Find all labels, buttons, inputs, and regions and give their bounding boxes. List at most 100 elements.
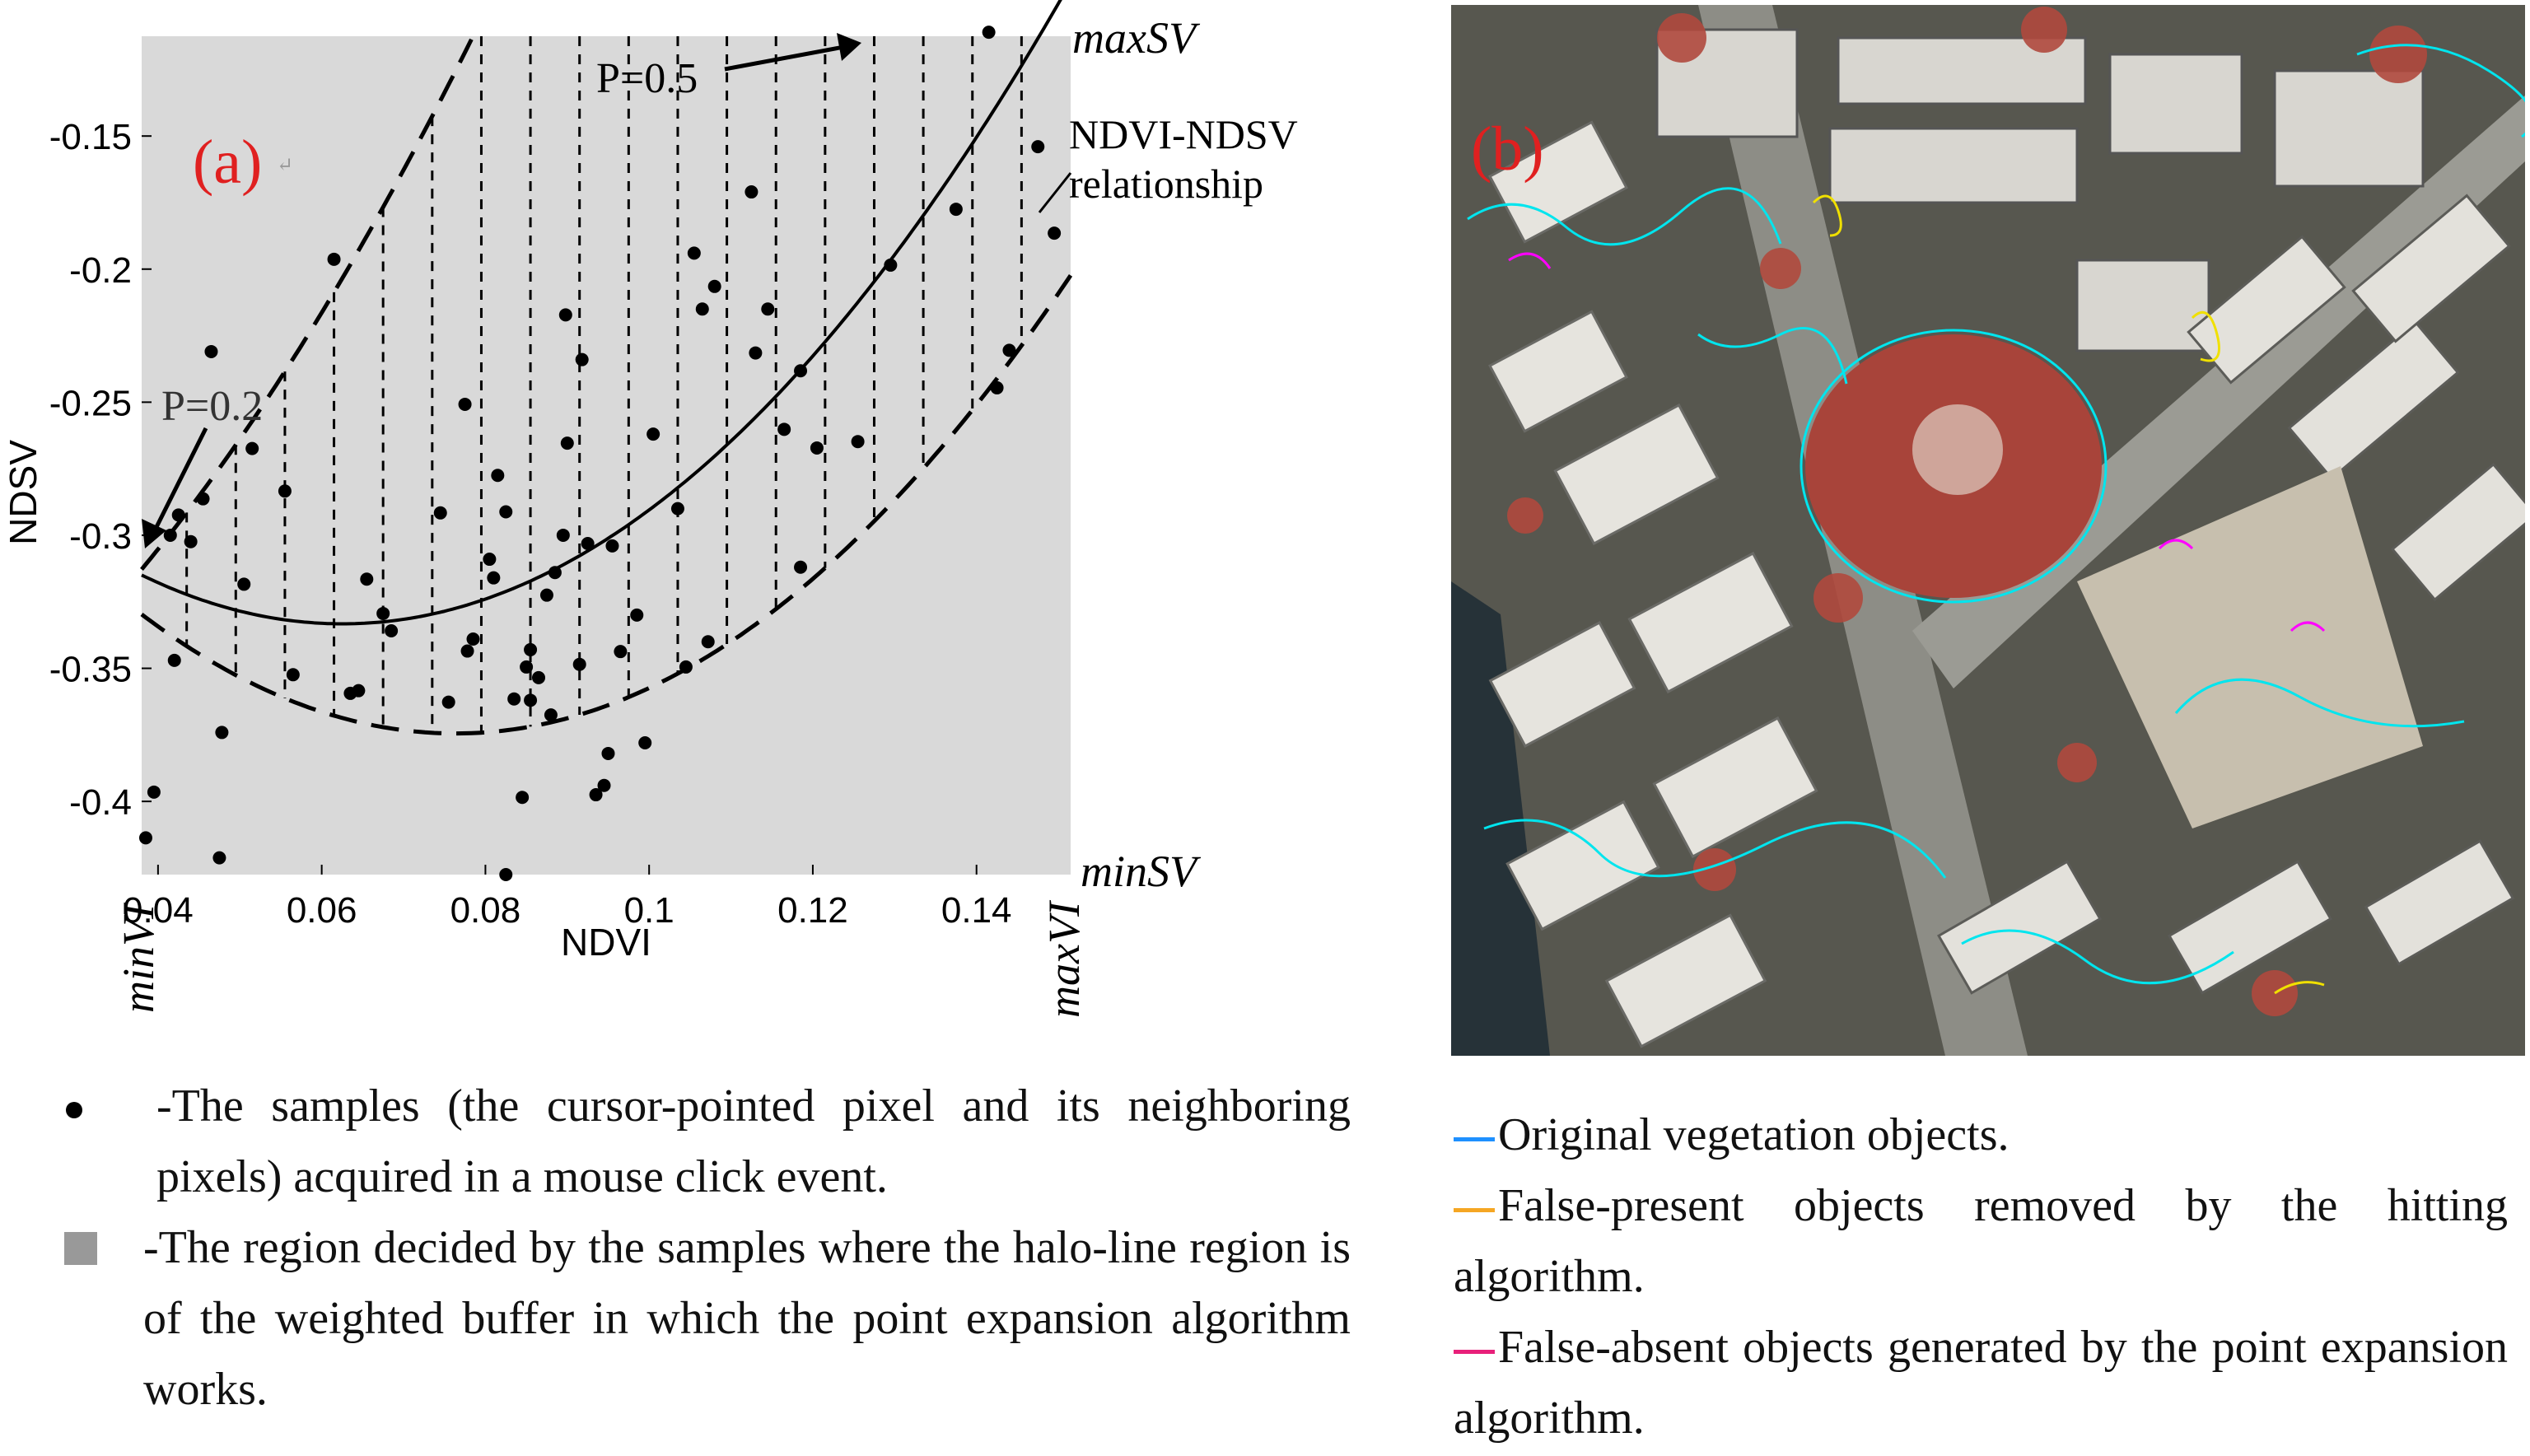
min-vi-label: minVI: [114, 902, 163, 1013]
y-axis-title: NDSV: [2, 440, 44, 545]
sample-point-40: [558, 308, 572, 322]
plot-area: [142, 36, 1071, 875]
y-tick-label-5: -0.4: [69, 782, 132, 823]
sample-point-71: [1002, 343, 1016, 357]
sample-point-32: [520, 660, 534, 674]
legend-false-absent-text: False-absent objects generated by the po…: [1454, 1322, 2508, 1444]
plaza-center: [1912, 404, 2003, 495]
region-square-icon: [64, 1232, 97, 1265]
sample-point-35: [532, 670, 546, 684]
original-line-swatch: [1454, 1136, 1495, 1141]
sample-point-4: [171, 508, 185, 522]
x-tick-label-4: 0.12: [777, 890, 848, 931]
y-tick-label-1: -0.2: [69, 250, 132, 291]
sample-point-22: [458, 397, 472, 411]
false-absent-outlines: [1508, 252, 2326, 632]
p-upper-label: P=0.5: [596, 55, 698, 102]
sample-dot-icon: [66, 1102, 82, 1118]
y-tick-label-3: -0.3: [69, 516, 132, 557]
legend-false-present-row: False-present objects removed by the hit…: [1454, 1170, 2508, 1312]
sample-point-42: [572, 657, 586, 671]
legend-false-present-text: False-present objects removed by the hit…: [1454, 1180, 2508, 1302]
sample-point-61: [761, 302, 775, 316]
p-upper-arrowhead: [837, 33, 861, 61]
sample-point-41: [560, 436, 574, 450]
x-tick-label-5: 0.14: [941, 890, 1012, 931]
sample-point-23: [460, 644, 474, 658]
sample-point-50: [630, 608, 644, 622]
y-tick-label-4: -0.35: [49, 650, 132, 690]
sample-point-54: [679, 660, 693, 674]
curve-label-line2: relationship: [1069, 161, 1263, 207]
sample-point-43: [575, 352, 589, 366]
left-legend: -The samples (the cursor-pointed pixel a…: [64, 1071, 1351, 1425]
p-upper-arrow: [724, 44, 849, 72]
panel-label-a: (a): [193, 128, 262, 197]
curve-label-pointer: [1038, 172, 1072, 213]
sample-point-12: [278, 484, 292, 498]
sample-point-65: [810, 441, 824, 455]
sample-point-1: [147, 785, 161, 799]
sample-point-25: [483, 553, 497, 567]
x-axis-title: NDVI: [561, 921, 651, 964]
ndvi-ndsv-scatter-chart: 0.04 0.06 0.08 0.1 0.12 0.14 -0.15 -0.2 -0.25 -0.…: [2, 0, 1298, 1018]
legend-region-row: -The region decided by the samples where…: [64, 1212, 1351, 1425]
p-lower-arrowhead: [142, 519, 166, 548]
sample-point-64: [794, 364, 808, 378]
legend-region-text: -The region decided by the samples where…: [143, 1222, 1351, 1415]
panel-label-b: (b): [1471, 114, 1544, 184]
false-present-outlines: [1812, 194, 2325, 995]
sample-point-7: [204, 344, 218, 358]
sample-point-44: [581, 536, 595, 550]
sample-point-8: [212, 851, 226, 865]
sample-point-27: [491, 469, 505, 483]
river-edge: [1451, 581, 1550, 1056]
panel-label-a-mark: ↵: [277, 155, 293, 176]
sample-point-63: [794, 560, 808, 574]
sample-point-38: [544, 708, 558, 722]
original-vegetation-outlines: [1467, 44, 2525, 985]
sample-point-59: [745, 185, 759, 199]
sample-point-3: [167, 653, 181, 667]
sample-point-36: [539, 588, 553, 602]
sample-point-20: [433, 506, 447, 520]
legend-original-text: Original vegetation objects.: [1498, 1109, 2010, 1160]
sample-point-0: [138, 831, 152, 845]
y-tick-label-2: -0.25: [49, 383, 132, 423]
sample-point-18: [376, 606, 390, 620]
sample-point-68: [949, 203, 963, 217]
false-present-line-swatch: [1454, 1207, 1495, 1212]
sample-point-60: [749, 346, 763, 360]
sample-point-73: [1048, 226, 1062, 240]
legend-samples-text: -The samples (the cursor-pointed pixel a…: [156, 1080, 1351, 1202]
sample-point-14: [327, 252, 341, 266]
sample-point-21: [441, 695, 455, 709]
sample-point-6: [196, 492, 210, 506]
p-lower-label: P=0.2: [161, 383, 263, 430]
sample-point-34: [524, 642, 538, 656]
sample-point-58: [707, 279, 721, 293]
sample-point-45: [589, 788, 603, 802]
sample-point-31: [516, 791, 530, 805]
sample-point-9: [215, 726, 229, 740]
sample-point-62: [777, 422, 791, 436]
sample-point-2: [163, 528, 177, 542]
sample-point-47: [601, 746, 615, 760]
right-legend: Original vegetation objects. False-prese…: [1454, 1099, 2508, 1454]
sample-point-69: [982, 26, 996, 40]
sample-point-52: [647, 427, 661, 441]
min-sv-label: minSV: [1081, 847, 1202, 896]
sample-point-37: [548, 566, 562, 580]
sample-point-19: [385, 623, 399, 637]
residential-blocks-right: [1937, 194, 2525, 995]
sample-point-26: [487, 571, 501, 585]
legend-samples-row: -The samples (the cursor-pointed pixel a…: [66, 1071, 1351, 1212]
sample-point-16: [352, 684, 366, 698]
max-vi-label: maxVI: [1039, 899, 1089, 1018]
sample-point-30: [507, 692, 521, 706]
legend-false-absent-row: False-absent objects generated by the po…: [1454, 1312, 2508, 1454]
sample-point-66: [851, 435, 865, 449]
axis-ticks: 0.04 0.06 0.08 0.1 0.12 0.14 -0.15 -0.2 -0.25 -0.…: [49, 117, 1012, 931]
sample-point-28: [499, 505, 513, 519]
sample-points: [138, 26, 1062, 881]
